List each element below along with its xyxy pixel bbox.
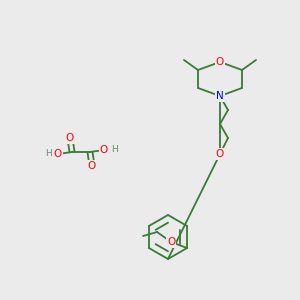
Text: O: O — [88, 161, 96, 171]
Text: O: O — [54, 149, 62, 159]
Text: O: O — [100, 145, 108, 155]
Text: O: O — [216, 149, 224, 159]
Text: H: H — [45, 149, 51, 158]
Text: H: H — [111, 146, 117, 154]
Text: O: O — [167, 237, 175, 247]
Text: O: O — [216, 57, 224, 67]
Text: O: O — [66, 133, 74, 143]
Text: N: N — [216, 91, 224, 101]
